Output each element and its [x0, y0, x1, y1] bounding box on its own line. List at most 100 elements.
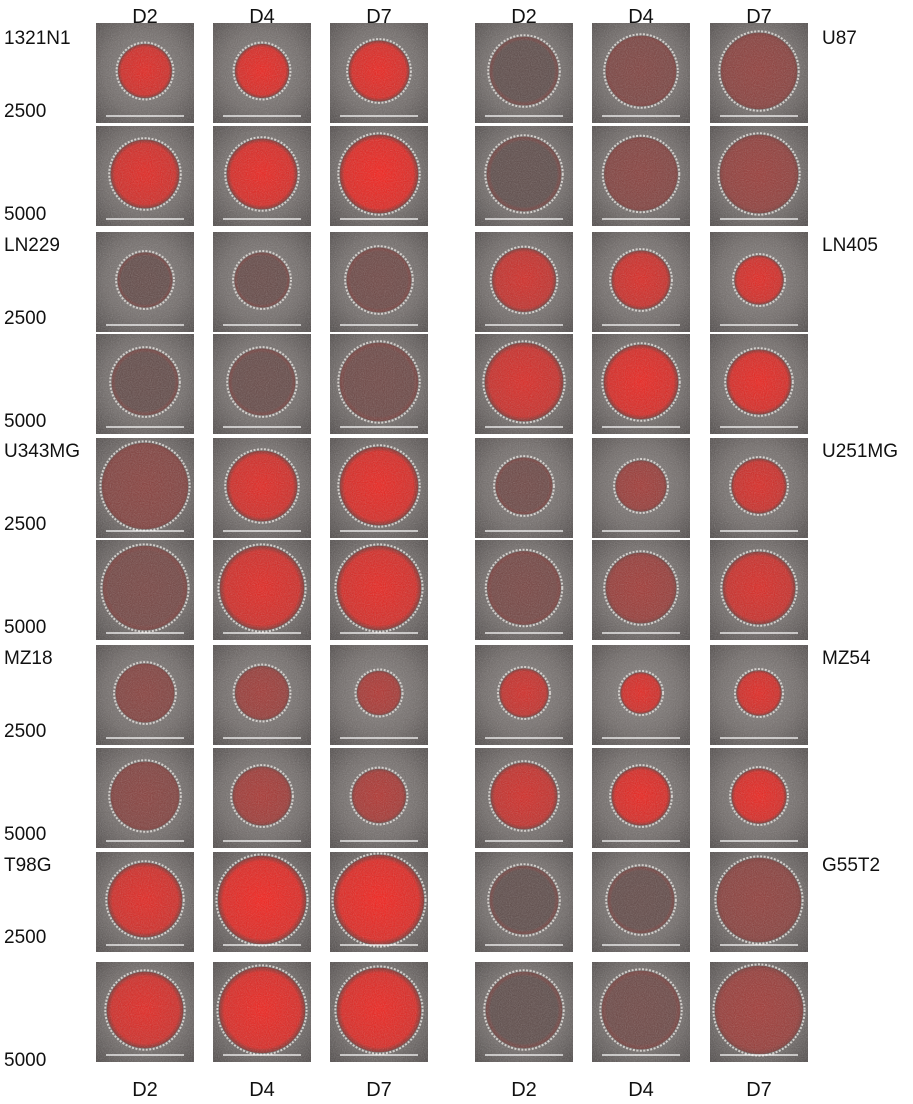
spheroid-micrograph-mz54-5000-d7 [710, 748, 808, 848]
cell-line-label-ln405: LN405 [822, 235, 878, 256]
spheroid-micrograph-1321n1-2500-d2 [96, 23, 194, 123]
density-label-2500: 2500 [4, 514, 47, 535]
texture-overlay [96, 232, 194, 332]
column-label-d7-right-bottom: D7 [746, 1079, 772, 1101]
cell-line-label-mz54: MZ54 [822, 648, 871, 669]
spheroid-micrograph-g55t2-5000-d4 [592, 962, 690, 1062]
texture-overlay [475, 540, 573, 640]
cell-line-label-g55t2: G55T2 [822, 855, 881, 876]
texture-overlay [96, 438, 194, 538]
spheroid-micrograph-t98g-5000-d2 [96, 962, 194, 1062]
texture-overlay [213, 645, 311, 745]
density-label-5000: 5000 [4, 824, 47, 845]
cell-line-label-1321n1: 1321N1 [4, 28, 71, 49]
spheroid-micrograph-ln229-5000-d2 [96, 334, 194, 434]
texture-overlay [710, 438, 808, 538]
spheroid-micrograph-t98g-2500-d2 [96, 852, 194, 952]
texture-overlay [330, 438, 428, 538]
spheroid-micrograph-u87-2500-d4 [592, 23, 690, 123]
spheroid-micrograph-mz18-2500-d4 [213, 645, 311, 745]
spheroid-micrograph-mz18-2500-d2 [96, 645, 194, 745]
spheroid-micrograph-ln405-5000-d7 [710, 334, 808, 434]
spheroid-micrograph-ln405-2500-d2 [475, 232, 573, 332]
texture-overlay [592, 540, 690, 640]
spheroid-micrograph-mz18-2500-d7 [330, 645, 428, 745]
texture-overlay [213, 962, 311, 1062]
spheroid-micrograph-mz54-5000-d2 [475, 748, 573, 848]
column-label-d2-right-top: D2 [511, 6, 537, 28]
column-label-d4-right-top: D4 [628, 6, 654, 28]
column-label-d7-left-top: D7 [366, 6, 392, 28]
texture-overlay [330, 232, 428, 332]
spheroid-micrograph-ln229-2500-d2 [96, 232, 194, 332]
column-label-d2-left-top: D2 [132, 6, 158, 28]
spheroid-micrograph-1321n1-2500-d7 [330, 23, 428, 123]
texture-overlay [96, 126, 194, 226]
texture-overlay [96, 540, 194, 640]
texture-overlay [592, 23, 690, 123]
spheroid-micrograph-mz54-5000-d4 [592, 748, 690, 848]
column-label-d2-left-bottom: D2 [132, 1079, 158, 1101]
spheroid-micrograph-u87-5000-d2 [475, 126, 573, 226]
cell-line-label-ln229: LN229 [4, 235, 60, 256]
spheroid-micrograph-ln229-2500-d7 [330, 232, 428, 332]
texture-overlay [592, 232, 690, 332]
texture-overlay [330, 748, 428, 848]
texture-overlay [475, 334, 573, 434]
spheroid-micrograph-u87-5000-d7 [710, 126, 808, 226]
texture-overlay [330, 126, 428, 226]
texture-overlay [592, 438, 690, 538]
spheroid-micrograph-1321n1-5000-d2 [96, 126, 194, 226]
texture-overlay [96, 334, 194, 434]
texture-overlay [475, 962, 573, 1062]
texture-overlay [710, 748, 808, 848]
spheroid-micrograph-g55t2-5000-d7 [710, 962, 808, 1062]
spheroid-micrograph-u251mg-5000-d2 [475, 540, 573, 640]
texture-overlay [330, 645, 428, 745]
cell-line-label-u251mg: U251MG [822, 441, 899, 462]
texture-overlay [592, 962, 690, 1062]
spheroid-micrograph-u87-5000-d4 [592, 126, 690, 226]
texture-overlay [213, 126, 311, 226]
spheroid-micrograph-mz54-2500-d2 [475, 645, 573, 745]
spheroid-micrograph-mz18-5000-d7 [330, 748, 428, 848]
texture-overlay [213, 438, 311, 538]
density-label-2500: 2500 [4, 308, 47, 329]
spheroid-micrograph-1321n1-2500-d4 [213, 23, 311, 123]
spheroid-micrograph-u251mg-2500-d2 [475, 438, 573, 538]
spheroid-micrograph-u251mg-2500-d4 [592, 438, 690, 538]
cell-line-label-u343mg: U343MG [4, 441, 81, 462]
column-label-d2-right-bottom: D2 [511, 1079, 537, 1101]
texture-overlay [710, 334, 808, 434]
spheroid-micrograph-ln405-2500-d7 [710, 232, 808, 332]
texture-overlay [475, 126, 573, 226]
density-label-5000: 5000 [4, 617, 47, 638]
column-label-d7-left-bottom: D7 [366, 1079, 392, 1101]
spheroid-micrograph-1321n1-5000-d7 [330, 126, 428, 226]
cell-line-label-mz18: MZ18 [4, 648, 53, 669]
spheroid-micrograph-u251mg-5000-d4 [592, 540, 690, 640]
spheroid-micrograph-ln229-2500-d4 [213, 232, 311, 332]
spheroid-micrograph-ln229-5000-d4 [213, 334, 311, 434]
texture-overlay [96, 23, 194, 123]
column-label-d4-left-top: D4 [249, 6, 275, 28]
spheroid-micrograph-g55t2-2500-d7 [710, 852, 808, 952]
column-label-d4-left-bottom: D4 [249, 1079, 275, 1101]
texture-overlay [213, 334, 311, 434]
texture-overlay [475, 23, 573, 123]
texture-overlay [475, 232, 573, 332]
spheroid-micrograph-ln405-5000-d4 [592, 334, 690, 434]
spheroid-micrograph-t98g-5000-d7 [330, 962, 428, 1062]
texture-overlay [330, 334, 428, 434]
spheroid-micrograph-t98g-5000-d4 [213, 962, 311, 1062]
spheroid-micrograph-1321n1-5000-d4 [213, 126, 311, 226]
texture-overlay [96, 852, 194, 952]
texture-overlay [475, 852, 573, 952]
spheroid-micrograph-u343mg-2500-d2 [96, 438, 194, 538]
spheroid-micrograph-ln405-2500-d4 [592, 232, 690, 332]
texture-overlay [475, 438, 573, 538]
spheroid-micrograph-u343mg-2500-d4 [213, 438, 311, 538]
texture-overlay [96, 962, 194, 1062]
spheroid-micrograph-g55t2-2500-d4 [592, 852, 690, 952]
texture-overlay [330, 540, 428, 640]
